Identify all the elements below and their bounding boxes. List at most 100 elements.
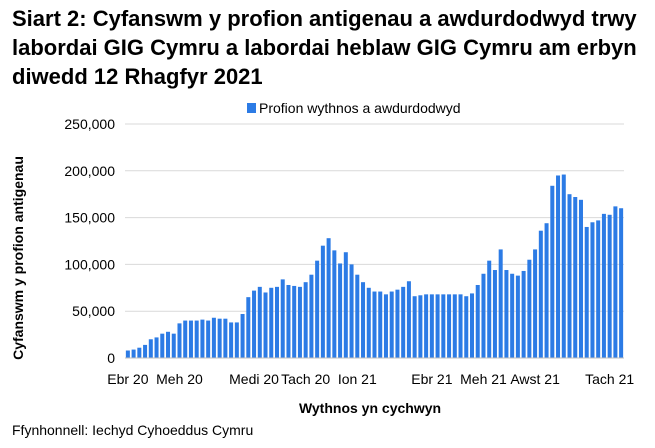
x-tick-label: Meh 21 [460,371,507,387]
bar [389,291,394,358]
bar [137,347,142,358]
x-tick-label: Ebr 20 [107,371,148,387]
bar [229,322,234,358]
bar [481,273,486,358]
chart-title: Siart 2: Cyfanswm y profion antigenau a … [12,6,637,89]
bar [418,295,423,358]
bar [452,294,457,358]
bar [217,318,222,358]
source-note: Ffynhonnell: Iechyd Cyhoeddus Cymru [12,422,254,438]
bar [338,263,343,358]
bar [280,279,285,358]
bar [573,197,578,358]
bar [309,274,314,358]
bar [171,333,176,358]
bar [412,296,417,358]
bar [366,287,371,358]
bar [492,270,497,358]
x-axis-tick-labels: Ebr 20 Meh 20 Medi 20 Tach 20 Ion 21 Ebr 21 Me… [107,371,634,387]
bar [406,281,411,358]
bar [234,322,239,358]
bar [240,314,245,358]
bar [206,320,211,358]
bar [274,286,279,358]
bar [131,349,136,358]
bar [607,214,612,358]
legend-label: Profion wythnos a awdurdodwyd [259,100,461,116]
legend-swatch [247,103,256,113]
bar [447,294,452,358]
bar [143,344,148,358]
x-tick-label: Meh 20 [156,371,203,387]
bar [601,213,606,358]
bar [498,249,503,358]
bar [160,333,165,358]
bar [441,294,446,358]
x-tick-label: Awst 21 [510,371,560,387]
bar [188,320,193,358]
bar [257,286,262,358]
y-axis-tick-labels: 0 50,000 100,000 150,000 200,000 250,000 [64,116,115,366]
x-tick-label: Ion 21 [338,371,377,387]
bar [154,337,159,358]
bar [148,339,153,358]
y-tick-label: 200,000 [64,163,115,179]
bar [487,260,492,358]
bar [596,220,601,358]
bar [292,285,297,358]
bar [470,293,475,358]
bar [372,291,377,358]
bar [286,284,291,358]
y-tick-label: 50,000 [72,303,115,319]
y-tick-label: 100,000 [64,256,115,272]
bar [361,282,366,358]
y-axis-title: Cyfanswm y profion antigenau [10,156,26,360]
bar [504,270,509,358]
bar [584,226,589,358]
bar [166,331,171,358]
y-tick-label: 250,000 [64,116,115,132]
bar [223,318,228,358]
bar [252,290,257,358]
bar [332,250,337,358]
bar-series [125,174,624,358]
x-axis-title: Wythnos yn cychwyn [299,400,441,416]
bar [578,199,583,358]
bar [538,230,543,358]
bar [424,294,429,358]
bar [343,252,348,358]
bar [567,194,572,358]
bar [315,260,320,358]
bar [556,175,561,358]
legend: Profion wythnos a awdurdodwyd [247,100,461,116]
bar [590,222,595,358]
bar [475,284,480,358]
bar [561,174,566,358]
bar [326,238,331,358]
bar [177,323,182,358]
bar [297,286,302,358]
bar [619,208,624,358]
bar [183,320,188,358]
bar [303,282,308,358]
bar [263,292,268,358]
bar [510,273,515,358]
bar [246,297,251,358]
bar [349,264,354,358]
bar [194,320,199,358]
bar [527,259,532,358]
bar [383,294,388,358]
bar [200,319,205,358]
x-tick-label: Ebr 21 [411,371,452,387]
bar [401,286,406,358]
bar [320,245,325,358]
x-tick-label: Tach 20 [281,371,330,387]
bar [435,294,440,358]
bar [395,289,400,358]
bar [533,249,538,358]
gridlines [125,123,624,312]
bar [211,317,216,358]
bar [378,291,383,358]
x-tick-label: Tach 21 [585,371,634,387]
